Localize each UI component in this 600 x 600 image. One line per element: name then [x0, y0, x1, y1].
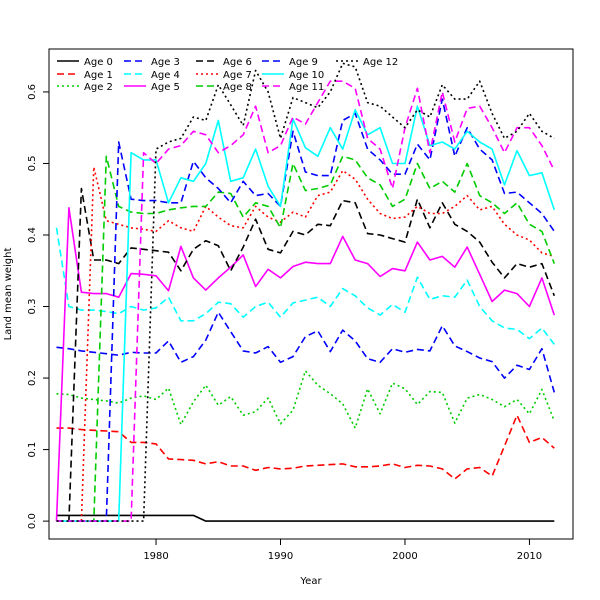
- legend-label: Age 0: [84, 57, 113, 68]
- legend-label: Age 9: [289, 57, 318, 68]
- series-line-age-6: [56, 187, 556, 522]
- legend-label: Age 6: [223, 57, 252, 68]
- x-axis-title: Year: [299, 576, 322, 587]
- legend-label: Age 1: [84, 70, 113, 81]
- y-axis-title: Land mean weight: [3, 248, 14, 341]
- x-tick-label: 1980: [143, 551, 168, 562]
- series-line-age-8: [56, 155, 556, 522]
- x-axis: 1980 1990 2000 2010: [143, 539, 542, 562]
- series-line-age-11: [56, 80, 556, 522]
- y-tick-label: 0.6: [27, 84, 38, 100]
- x-tick-label: 2010: [517, 551, 542, 562]
- x-tick-label: 2000: [392, 551, 417, 562]
- y-tick-label: 0.3: [27, 299, 38, 315]
- legend-label: Age 8: [223, 82, 252, 93]
- legend-label: Age 11: [289, 82, 324, 93]
- legend-label: Age 10: [289, 70, 324, 81]
- y-tick-label: 0.4: [27, 227, 38, 243]
- y-tick-label: 0.2: [27, 370, 38, 386]
- legend-label: Age 7: [223, 70, 252, 81]
- legend-label: Age 4: [151, 70, 180, 81]
- series-line-age-7: [56, 166, 555, 522]
- y-axis: 0.0 0.1 0.2 0.3 0.4 0.5 0.6: [27, 84, 49, 529]
- legend-label: Age 12: [363, 57, 398, 68]
- x-tick-label: 1990: [268, 551, 293, 562]
- series-line-age-3: [56, 311, 556, 393]
- series-line-age-12: [56, 62, 555, 522]
- y-tick-label: 0.1: [27, 442, 38, 458]
- y-tick-label: 0.0: [27, 513, 38, 529]
- legend-label: Age 3: [151, 57, 180, 68]
- series-line-age-10: [56, 105, 556, 522]
- y-tick-label: 0.5: [27, 155, 38, 171]
- legend-label: Age 2: [84, 82, 113, 93]
- series-line-age-0: [56, 514, 555, 522]
- legend-label: Age 5: [151, 82, 180, 93]
- series-layer: [55, 62, 556, 522]
- plot-frame: [48, 48, 574, 540]
- series-line-age-4: [55, 227, 555, 345]
